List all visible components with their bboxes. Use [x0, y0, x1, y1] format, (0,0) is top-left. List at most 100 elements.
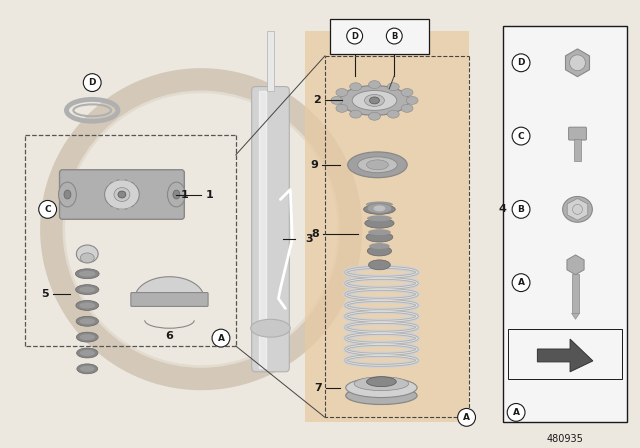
Circle shape: [458, 409, 476, 426]
Ellipse shape: [97, 193, 103, 197]
Text: 5: 5: [41, 289, 49, 298]
Bar: [305, 31, 468, 422]
Ellipse shape: [366, 202, 393, 207]
Ellipse shape: [104, 180, 140, 209]
Polygon shape: [572, 313, 579, 319]
Ellipse shape: [336, 89, 348, 96]
Ellipse shape: [387, 83, 399, 90]
Ellipse shape: [349, 110, 362, 118]
Text: 3: 3: [305, 234, 313, 244]
Ellipse shape: [114, 188, 130, 202]
Ellipse shape: [369, 243, 390, 249]
Text: D: D: [351, 31, 358, 41]
Ellipse shape: [79, 334, 95, 340]
Bar: [330, 19, 429, 54]
Ellipse shape: [331, 96, 343, 104]
Ellipse shape: [139, 186, 145, 190]
Ellipse shape: [348, 152, 407, 178]
Ellipse shape: [76, 332, 98, 342]
Text: 1: 1: [206, 190, 214, 199]
Ellipse shape: [563, 197, 593, 222]
Ellipse shape: [528, 374, 538, 382]
FancyBboxPatch shape: [527, 30, 539, 86]
Circle shape: [512, 54, 530, 72]
Polygon shape: [567, 255, 584, 275]
Polygon shape: [566, 49, 589, 77]
Text: 2: 2: [313, 95, 321, 105]
Text: 4: 4: [499, 204, 506, 215]
Ellipse shape: [336, 104, 348, 112]
Ellipse shape: [346, 387, 417, 405]
Text: 1: 1: [180, 190, 188, 199]
Ellipse shape: [80, 350, 95, 356]
Ellipse shape: [79, 319, 95, 324]
Ellipse shape: [58, 182, 76, 207]
Ellipse shape: [401, 89, 413, 96]
FancyBboxPatch shape: [60, 170, 184, 219]
Circle shape: [570, 55, 586, 71]
Text: 8: 8: [311, 229, 319, 239]
Ellipse shape: [354, 377, 408, 391]
Text: D: D: [517, 58, 525, 67]
Polygon shape: [135, 277, 204, 298]
Circle shape: [387, 28, 402, 44]
Text: 9: 9: [310, 160, 318, 170]
Ellipse shape: [104, 204, 109, 208]
Ellipse shape: [367, 215, 392, 221]
Ellipse shape: [76, 316, 99, 326]
Ellipse shape: [111, 207, 116, 211]
Ellipse shape: [369, 97, 380, 104]
Bar: [266, 31, 275, 90]
Ellipse shape: [77, 364, 98, 374]
Bar: [573, 139, 582, 161]
FancyBboxPatch shape: [568, 127, 586, 140]
Bar: [572, 274, 579, 313]
Text: C: C: [44, 205, 51, 214]
Text: 7: 7: [314, 383, 322, 392]
Ellipse shape: [127, 178, 133, 182]
Ellipse shape: [141, 193, 147, 197]
Ellipse shape: [522, 369, 544, 387]
Circle shape: [512, 274, 530, 292]
Ellipse shape: [111, 178, 116, 182]
Ellipse shape: [365, 95, 385, 106]
Circle shape: [63, 90, 340, 368]
Circle shape: [39, 200, 56, 218]
Text: A: A: [463, 413, 470, 422]
Ellipse shape: [251, 319, 291, 337]
Ellipse shape: [367, 203, 392, 213]
FancyBboxPatch shape: [252, 86, 289, 372]
Circle shape: [573, 204, 582, 214]
Bar: [503, 26, 627, 422]
Ellipse shape: [346, 378, 417, 397]
Ellipse shape: [406, 96, 418, 104]
Ellipse shape: [369, 81, 380, 89]
Ellipse shape: [368, 229, 391, 235]
Ellipse shape: [99, 186, 105, 190]
Ellipse shape: [77, 348, 98, 358]
Ellipse shape: [119, 177, 125, 181]
Ellipse shape: [352, 90, 397, 110]
Ellipse shape: [516, 364, 550, 392]
Text: 6: 6: [166, 331, 173, 341]
Text: D: D: [88, 78, 96, 87]
Bar: [508, 329, 622, 379]
Polygon shape: [538, 339, 593, 372]
Text: A: A: [518, 278, 525, 287]
Ellipse shape: [367, 160, 388, 170]
Circle shape: [512, 127, 530, 145]
Ellipse shape: [118, 191, 126, 198]
Circle shape: [512, 200, 530, 218]
Ellipse shape: [76, 269, 99, 279]
Ellipse shape: [366, 232, 393, 242]
Ellipse shape: [134, 204, 140, 208]
Ellipse shape: [76, 301, 99, 310]
Text: A: A: [513, 408, 520, 417]
Ellipse shape: [340, 86, 409, 115]
Ellipse shape: [374, 206, 385, 211]
Ellipse shape: [127, 207, 133, 211]
Circle shape: [507, 404, 525, 421]
Ellipse shape: [367, 246, 392, 256]
Ellipse shape: [364, 204, 396, 214]
Ellipse shape: [369, 112, 380, 120]
